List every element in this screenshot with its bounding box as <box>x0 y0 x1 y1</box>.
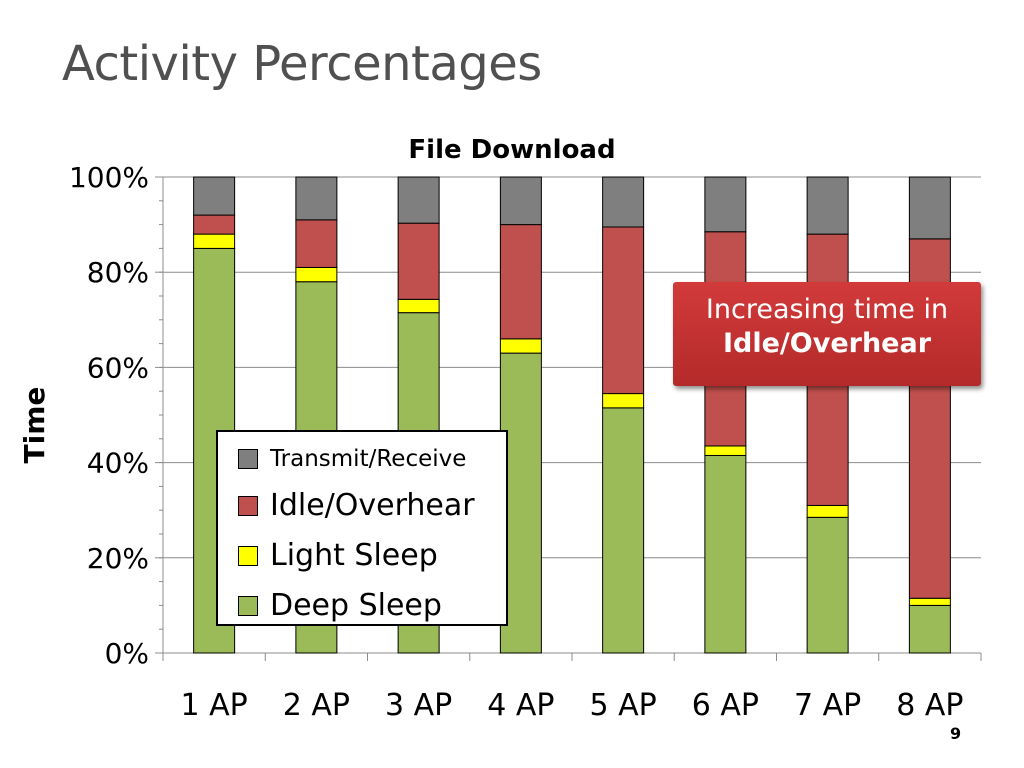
x-tick-label: 3 AP <box>385 688 452 723</box>
legend-swatch <box>238 495 258 516</box>
bar-idle-overhear-5-ap <box>602 226 645 395</box>
bar-light-sleep-6-ap <box>704 445 747 456</box>
bar-light-sleep-7-ap <box>806 504 849 518</box>
legend-item-light-sleep: Light Sleep <box>238 538 438 573</box>
bar-idle-overhear-4-ap <box>499 224 542 340</box>
bar-deep-sleep-7-ap <box>806 516 849 654</box>
bar-idle-overhear-3-ap <box>397 222 440 300</box>
legend-swatch <box>238 595 258 616</box>
y-tick-label: 80% <box>87 256 149 289</box>
bar-light-sleep-1-ap <box>193 233 236 249</box>
callout-line2: Idle/Overhear <box>722 328 932 359</box>
y-tick-label: 40% <box>87 447 149 480</box>
x-tick-label: 5 AP <box>590 688 657 723</box>
y-axis-label: Time <box>18 387 51 464</box>
legend-swatch <box>238 545 258 566</box>
legend-item-transmit-receive: Transmit/Receive <box>238 446 466 472</box>
chart-legend: Transmit/Receive Idle/Overhear Light Sleep… <box>216 430 508 626</box>
slide-title: Activity Percentages <box>62 36 542 92</box>
chart-title: File Download <box>408 135 615 165</box>
bar-light-sleep-8-ap <box>908 597 951 606</box>
legend-item-idle-overhear: Idle/Overhear <box>238 488 475 523</box>
bar-transmit-receive-8-ap <box>908 176 951 240</box>
y-tick-label: 60% <box>87 351 149 384</box>
bar-idle-overhear-2-ap <box>295 219 338 268</box>
y-tick-label: 20% <box>87 542 149 575</box>
legend-label: Deep Sleep <box>270 588 442 623</box>
bar-deep-sleep-8-ap <box>908 604 951 654</box>
x-tick-label: 1 AP <box>181 688 248 723</box>
legend-swatch <box>238 449 258 469</box>
bar-transmit-receive-6-ap <box>704 176 747 233</box>
x-tick-label: 7 AP <box>794 688 861 723</box>
bar-deep-sleep-6-ap <box>704 454 747 654</box>
x-tick-label: 6 AP <box>692 688 759 723</box>
bar-transmit-receive-2-ap <box>295 176 338 221</box>
legend-label: Light Sleep <box>270 538 438 573</box>
bar-transmit-receive-3-ap <box>397 176 440 224</box>
x-tick-label: 2 AP <box>283 688 350 723</box>
bar-light-sleep-5-ap <box>602 393 645 409</box>
callout-line1: Increasing time in <box>705 294 949 325</box>
bar-light-sleep-3-ap <box>397 298 440 314</box>
slide-number: 9 <box>950 724 962 743</box>
bar-transmit-receive-7-ap <box>806 176 849 235</box>
bar-transmit-receive-5-ap <box>602 176 645 228</box>
bar-deep-sleep-5-ap <box>602 407 645 654</box>
bar-transmit-receive-4-ap <box>499 176 542 226</box>
x-tick-label: 4 AP <box>487 688 554 723</box>
y-tick-label: 0% <box>105 637 149 670</box>
bar-light-sleep-2-ap <box>295 266 338 283</box>
y-tick-label: 100% <box>69 161 149 194</box>
x-tick-label: 8 AP <box>896 688 963 723</box>
bar-light-sleep-4-ap <box>499 338 542 354</box>
legend-item-deep-sleep: Deep Sleep <box>238 588 442 623</box>
legend-label: Transmit/Receive <box>270 446 467 472</box>
bar-idle-overhear-1-ap <box>193 214 236 235</box>
legend-label: Idle/Overhear <box>270 488 475 523</box>
idle-overhear-callout: Increasing time in Idle/Overhear <box>673 282 981 386</box>
bar-transmit-receive-1-ap <box>193 176 236 216</box>
